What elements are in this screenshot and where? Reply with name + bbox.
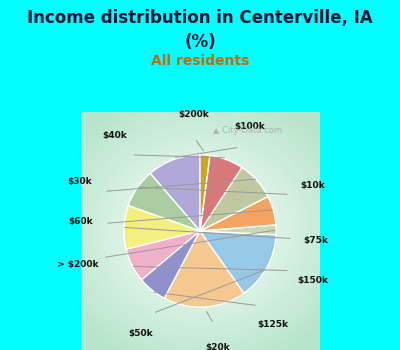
- Text: $125k: $125k: [257, 320, 288, 329]
- Wedge shape: [200, 155, 242, 231]
- Wedge shape: [126, 231, 200, 280]
- Text: ▲ City-Data.com: ▲ City-Data.com: [213, 126, 282, 135]
- Text: $75k: $75k: [304, 236, 328, 245]
- Wedge shape: [164, 231, 244, 307]
- Text: $100k: $100k: [234, 122, 265, 131]
- Text: $20k: $20k: [205, 343, 230, 350]
- Text: (%): (%): [184, 33, 216, 51]
- Text: Income distribution in Centerville, IA: Income distribution in Centerville, IA: [27, 9, 373, 27]
- Text: $50k: $50k: [129, 329, 153, 338]
- Text: $40k: $40k: [102, 131, 127, 140]
- Text: $150k: $150k: [297, 276, 328, 285]
- Text: > $200k: > $200k: [57, 260, 99, 269]
- Wedge shape: [124, 205, 200, 249]
- Text: $30k: $30k: [68, 177, 92, 186]
- Wedge shape: [200, 155, 210, 231]
- Text: $60k: $60k: [69, 217, 93, 226]
- Text: $200k: $200k: [178, 110, 209, 119]
- Wedge shape: [142, 231, 200, 298]
- Wedge shape: [200, 231, 276, 293]
- Wedge shape: [150, 155, 200, 231]
- Wedge shape: [200, 225, 276, 235]
- Text: $10k: $10k: [300, 181, 325, 190]
- Wedge shape: [128, 173, 200, 231]
- Text: All residents: All residents: [151, 54, 249, 68]
- Wedge shape: [200, 197, 276, 231]
- Wedge shape: [200, 167, 268, 231]
